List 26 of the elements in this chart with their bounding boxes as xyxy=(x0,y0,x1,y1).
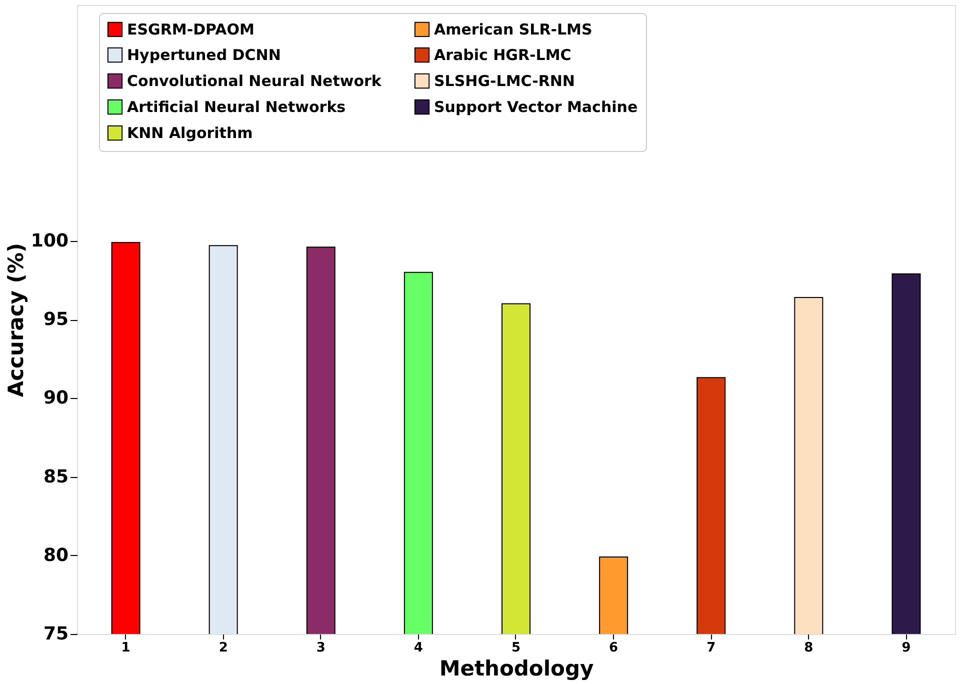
x-tick-label: 6 xyxy=(609,640,618,656)
x-tick-label: 8 xyxy=(804,640,814,656)
x-tick-label: 3 xyxy=(316,640,326,656)
y-axis-title: Accuracy (%) xyxy=(4,242,28,398)
x-tick-label: 7 xyxy=(706,640,716,656)
x-tick-label: 1 xyxy=(121,640,130,656)
y-tick-label: 85 xyxy=(43,466,68,488)
y-tick-label: 80 xyxy=(43,544,68,566)
legend-label: Artificial Neural Networks xyxy=(127,98,346,116)
legend-label: Hypertuned DCNN xyxy=(127,46,281,64)
legend-label: KNN Algorithm xyxy=(127,124,253,142)
x-tick-label: 2 xyxy=(218,640,228,656)
y-tick-label: 75 xyxy=(43,624,68,644)
y-tick-label: 100 xyxy=(30,230,68,252)
legend-label: Convolutional Neural Network xyxy=(127,72,382,90)
x-tick-label: 5 xyxy=(511,640,521,656)
y-tick-label: 95 xyxy=(43,309,68,330)
legend-label: SLSHG-LMC-RNN xyxy=(434,72,575,90)
legend-label: Arabic HGR-LMC xyxy=(434,46,572,64)
y-tick-label: 90 xyxy=(43,388,68,409)
x-tick-label: 4 xyxy=(414,640,423,656)
x-axis-title: Methodology xyxy=(439,656,594,680)
x-tick-label: 9 xyxy=(902,640,911,656)
legend-label: ESGRM-DPAOM xyxy=(127,20,254,38)
legend-label: Support Vector Machine xyxy=(434,98,638,116)
legend-label: American SLR-LMS xyxy=(434,20,592,38)
